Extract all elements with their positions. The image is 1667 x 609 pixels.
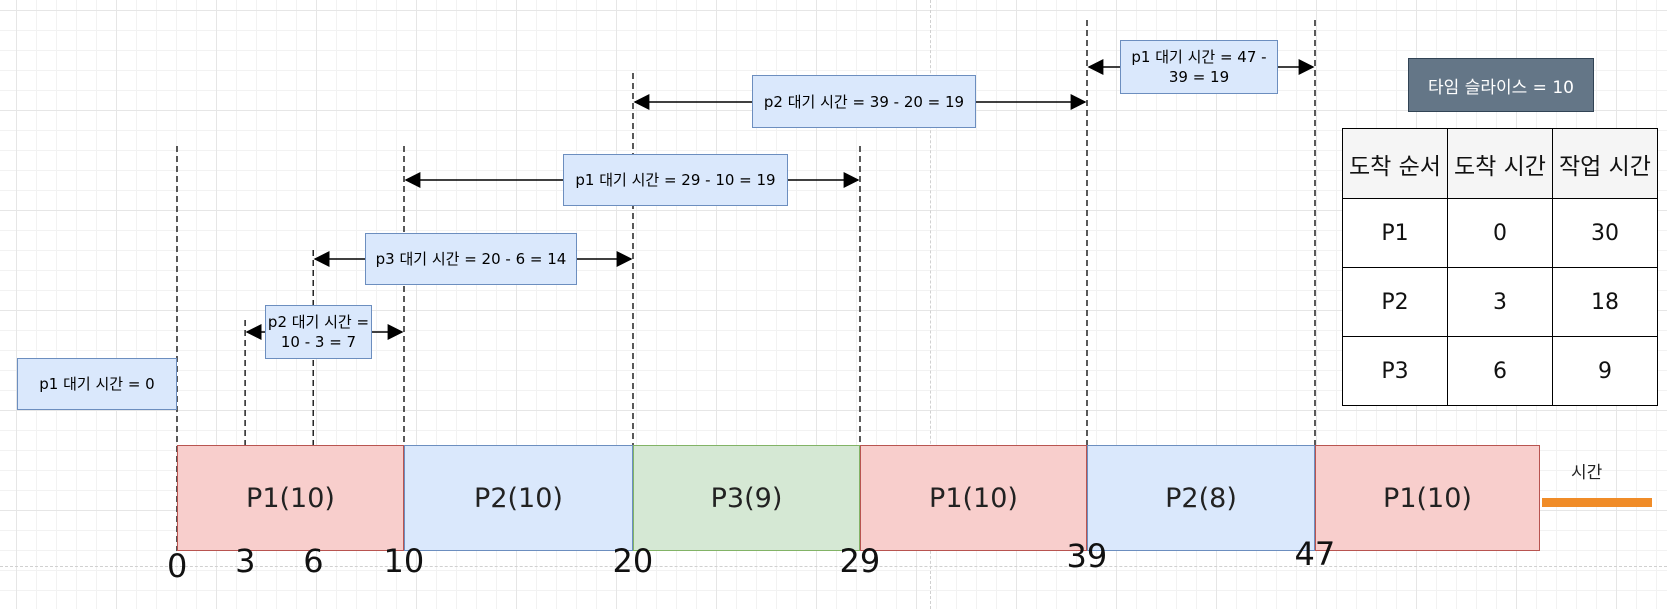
tick-label-6: 6 xyxy=(303,542,324,580)
table-cell: P3 xyxy=(1342,336,1448,406)
gantt-block-p1-10-0: P1(10) xyxy=(177,445,404,551)
tick-label-39: 39 xyxy=(1066,537,1108,575)
tick-label-0: 0 xyxy=(167,547,188,585)
table-cell: 0 xyxy=(1447,198,1553,268)
wait-time-label-5: p1 대기 시간 = 47 - 39 = 19 xyxy=(1120,40,1278,94)
table-cell: 9 xyxy=(1552,336,1658,406)
table-header-arrival-time: 도착 시간 xyxy=(1447,128,1553,199)
time-axis-bar xyxy=(1542,498,1652,507)
table-header-arrival-order: 도착 순서 xyxy=(1342,128,1448,199)
table-cell: 30 xyxy=(1552,198,1658,268)
gantt-block-p2-10-1: P2(10) xyxy=(404,445,633,551)
gantt-block-p1-10-5: P1(10) xyxy=(1315,445,1540,551)
table-header-burst-time: 작업 시간 xyxy=(1552,128,1658,199)
tick-label-29: 29 xyxy=(839,542,881,580)
table-row: P1 0 30 xyxy=(1342,198,1658,268)
process-table: 도착 순서 도착 시간 작업 시간 P1 0 30 P2 3 18 P3 6 9 xyxy=(1342,128,1658,406)
tick-label-3: 3 xyxy=(235,542,256,580)
tick-label-20: 20 xyxy=(612,542,654,580)
table-row: P2 3 18 xyxy=(1342,267,1658,337)
wait-time-label-4: p2 대기 시간 = 39 - 20 = 19 xyxy=(752,75,976,128)
gantt-block-p1-10-3: P1(10) xyxy=(860,445,1087,551)
gantt-block-p3-9-2: P3(9) xyxy=(633,445,860,551)
table-cell: 6 xyxy=(1447,336,1553,406)
tick-label-47: 47 xyxy=(1294,535,1336,573)
table-header-row: 도착 순서 도착 시간 작업 시간 xyxy=(1342,128,1658,199)
wait-time-label-3: p1 대기 시간 = 29 - 10 = 19 xyxy=(563,154,788,206)
tick-label-10: 10 xyxy=(383,542,425,580)
page-edge-guide-vertical xyxy=(930,0,931,609)
table-cell: 3 xyxy=(1447,267,1553,337)
table-row: P3 6 9 xyxy=(1342,336,1658,406)
time-axis-label: 시간 xyxy=(1571,463,1603,483)
table-cell: P1 xyxy=(1342,198,1448,268)
wait-time-label-0: p1 대기 시간 = 0 xyxy=(17,358,177,410)
page-edge-guide-horizontal xyxy=(0,566,1667,567)
gantt-block-p2-8-4: P2(8) xyxy=(1087,445,1315,551)
table-cell: 18 xyxy=(1552,267,1658,337)
wait-time-label-1: p2 대기 시간 = 10 - 3 = 7 xyxy=(265,305,372,359)
time-slice-badge: 타임 슬라이스 = 10 xyxy=(1408,58,1594,112)
table-cell: P2 xyxy=(1342,267,1448,337)
wait-time-label-2: p3 대기 시간 = 20 - 6 = 14 xyxy=(365,233,577,285)
